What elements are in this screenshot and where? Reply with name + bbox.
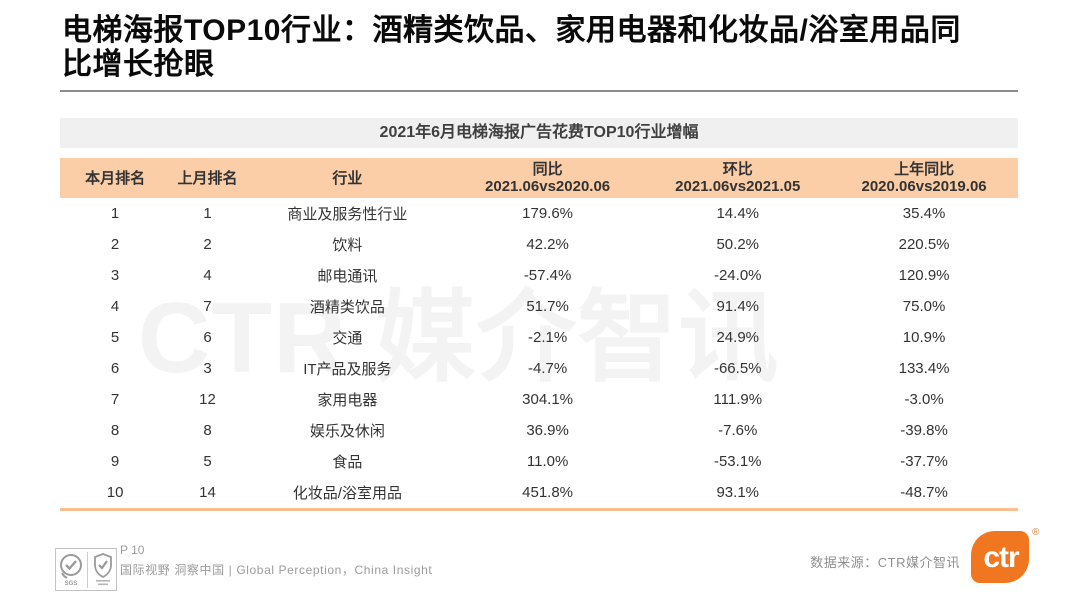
- table-cell: 8: [203, 422, 212, 439]
- table-cell: 2: [110, 236, 120, 253]
- table-cell: -66.5%: [713, 360, 762, 377]
- table-cell: 42.2%: [526, 236, 569, 253]
- table-cell: 6: [110, 360, 120, 377]
- table-cell: 4: [203, 267, 212, 284]
- table-cell: 5: [110, 329, 120, 346]
- table-cell: 1: [110, 205, 120, 222]
- table-cell: 商业及服务性行业: [287, 206, 408, 223]
- table-cell: IT产品及服务: [303, 361, 392, 378]
- table-cell: 75.0%: [902, 298, 946, 315]
- table-cell: 220.5%: [898, 236, 950, 253]
- table-cell: 93.1%: [716, 484, 760, 501]
- table-cell: 6: [203, 329, 212, 346]
- table-cell: 家用电器: [317, 392, 378, 409]
- table-cell: 7: [110, 391, 120, 408]
- table-cell: -4.7%: [527, 360, 568, 377]
- table-cell: 11.0%: [526, 453, 569, 470]
- table-cell: 91.4%: [716, 298, 760, 315]
- table-cell: 35.4%: [902, 205, 946, 222]
- table-body: 1 1 商业及服务性行业 179.6% 14.4% 35.4% 2 2 饮料 42.2% 50.2%…: [60, 198, 1018, 508]
- table-cell: 10: [106, 484, 124, 501]
- certification-divider: [87, 551, 89, 588]
- svg-text:SGS: SGS: [64, 581, 77, 587]
- table-cell: 111.9%: [713, 391, 763, 408]
- table-cell: 5: [203, 453, 212, 470]
- column-header: 同比 2021.06vs2020.06: [485, 161, 611, 195]
- table-caption: 2021年6月电梯海报广告花费TOP10行业增幅: [60, 118, 1018, 148]
- table-cell: 3: [110, 267, 120, 284]
- ctr-logo-text: ctr: [983, 541, 1019, 574]
- table-cell: -39.8%: [900, 422, 948, 439]
- table-cell: 51.7%: [526, 298, 569, 315]
- footer-tagline: 国际视野 洞察中国 | Global Perception，China Insi…: [120, 563, 433, 577]
- table-cell: -7.6%: [718, 422, 758, 439]
- certification-logos: SGS: [55, 548, 117, 591]
- table-cell: -37.7%: [900, 453, 948, 470]
- table-cell: 1: [203, 205, 212, 222]
- table-cell: 12: [199, 391, 216, 408]
- table-cell: 451.8%: [522, 484, 574, 501]
- table-bottom-rule: [60, 508, 1018, 511]
- table-row: 3 4 邮电通讯 -57.4% -24.0% 120.9%: [60, 260, 1018, 291]
- table-row: 4 7 酒精类饮品 51.7% 91.4% 75.0%: [60, 291, 1018, 322]
- table-cell: 化妆品/浴室用品: [292, 485, 402, 502]
- table-cell: 8: [110, 422, 120, 439]
- table-row: 8 8 娱乐及休闲 36.9% -7.6% -39.8%: [60, 415, 1018, 446]
- table-row: 1 1 商业及服务性行业 179.6% 14.4% 35.4%: [60, 198, 1018, 229]
- column-header: 上年同比 2020.06vs2019.06: [861, 161, 987, 195]
- table-cell: 2: [203, 236, 212, 253]
- table-cell: 娱乐及休闲: [309, 423, 385, 440]
- column-header: 环比 2021.06vs2021.05: [675, 161, 801, 195]
- table-cell: 交通: [332, 330, 363, 347]
- table-cell: 24.9%: [716, 329, 760, 346]
- table-cell: -48.7%: [900, 484, 948, 501]
- table-cell: -57.4%: [523, 267, 572, 284]
- table-cell: 50.2%: [716, 236, 760, 253]
- table-cell: 14.4%: [716, 205, 760, 222]
- ctr-logo: ctr: [971, 531, 1029, 583]
- registered-trademark-icon: ®: [1032, 527, 1040, 538]
- table-cell: 4: [110, 298, 120, 315]
- table-cell: 120.9%: [898, 267, 950, 284]
- title-divider: [60, 90, 1018, 92]
- table-cell: 10.9%: [902, 329, 946, 346]
- table-cell: 179.6%: [522, 205, 574, 222]
- table-cell: 饮料: [332, 237, 363, 254]
- column-header: 上月排名: [177, 169, 238, 187]
- table-cell: 邮电通讯: [317, 268, 378, 285]
- table-row: 2 2 饮料 42.2% 50.2% 220.5%: [60, 229, 1018, 260]
- page-number: P 10: [120, 543, 145, 557]
- shield-check-certification-icon: [94, 553, 113, 586]
- table-cell: 食品: [332, 454, 363, 471]
- table-cell: 14: [199, 484, 216, 501]
- table-cell: -3.0%: [904, 391, 944, 408]
- sgs-certification-icon: SGS: [59, 554, 82, 587]
- table-cell: 9: [110, 453, 120, 470]
- table-cell: 133.4%: [898, 360, 950, 377]
- industry-table: 2021年6月电梯海报广告花费TOP10行业增幅 本月排名 上月排名 行业 同比 202…: [60, 118, 1018, 511]
- data-source-label: 数据来源：CTR媒介智讯: [810, 555, 960, 570]
- table-cell: -53.1%: [713, 453, 762, 470]
- table-cell: 酒精类饮品: [309, 299, 385, 316]
- table-header-row: 本月排名 上月排名 行业 同比 2021.06vs2020.06 环比 2021.06vs2…: [60, 158, 1018, 198]
- column-header: 本月排名: [85, 169, 146, 187]
- table-cell: -24.0%: [713, 267, 762, 284]
- table-row: 10 14 化妆品/浴室用品 451.8% 93.1% -48.7%: [60, 477, 1018, 508]
- table-row: 9 5 食品 11.0% -53.1% -37.7%: [60, 446, 1018, 477]
- table-cell: 7: [203, 298, 212, 315]
- table-cell: 36.9%: [526, 422, 569, 439]
- table-cell: 3: [203, 360, 212, 377]
- table-cell: 304.1%: [522, 391, 574, 408]
- watermark-text: CTR 媒介智讯: [138, 282, 780, 394]
- column-header: 行业: [332, 169, 363, 187]
- table-cell: -2.1%: [527, 329, 568, 346]
- table-row: 5 6 交通 -2.1% 24.9% 10.9%: [60, 322, 1018, 353]
- page-title: 电梯海报TOP10行业：酒精类饮品、家用电器和化妆品/浴室用品同比增长抢眼: [62, 14, 961, 81]
- table-row: 6 3 IT产品及服务 -4.7% -66.5% 133.4%: [60, 353, 1018, 384]
- table-row: 7 12 家用电器 304.1% 111.9% -3.0%: [60, 384, 1018, 415]
